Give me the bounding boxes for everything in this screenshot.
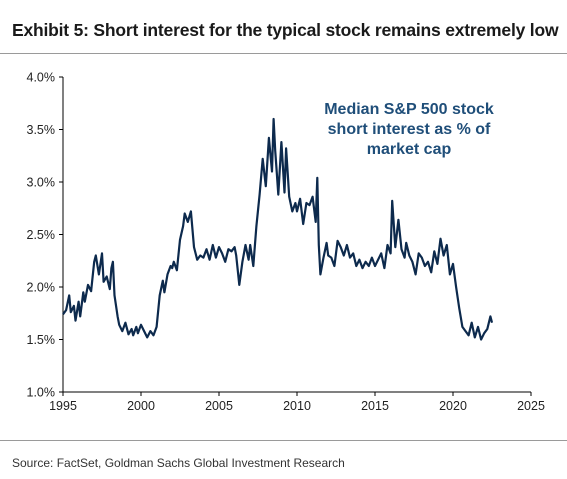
x-axis-labels: 1995 2000 2005 2010 2015 2020 2025 <box>49 399 545 413</box>
chart-ticks <box>59 76 532 396</box>
footer-divider <box>0 440 567 441</box>
source-note: Source: FactSet, Goldman Sachs Global In… <box>12 456 345 470</box>
annotation-line: Median S&P 500 stock <box>324 101 494 118</box>
chart-annotation: Median S&P 500 stock short interest as % … <box>324 101 494 158</box>
y-tick-label: 2.0% <box>27 281 56 295</box>
exhibit-title: Exhibit 5: Short interest for the typica… <box>12 20 559 40</box>
x-tick-label: 1995 <box>49 399 77 413</box>
x-tick-label: 2025 <box>517 399 545 413</box>
y-tick-label: 1.5% <box>27 333 56 347</box>
x-tick-label: 2020 <box>439 399 467 413</box>
y-axis-labels: 1.0% 1.5% 2.0% 2.5% 3.0% 3.5% 4.0% <box>27 71 56 400</box>
short-interest-series-line <box>62 117 494 341</box>
annotation-line: short interest as % of <box>328 121 491 138</box>
annotation-line: market cap <box>367 141 452 158</box>
x-tick-label: 2005 <box>205 399 233 413</box>
y-tick-label: 3.5% <box>27 123 56 137</box>
x-tick-label: 2010 <box>283 399 311 413</box>
title-divider <box>0 53 567 54</box>
y-tick-label: 3.0% <box>27 176 56 190</box>
y-tick-label: 4.0% <box>27 71 56 85</box>
y-tick-label: 2.5% <box>27 228 56 242</box>
y-tick-label: 1.0% <box>27 386 56 400</box>
x-tick-label: 2000 <box>127 399 155 413</box>
line-chart: 1.0% 1.5% 2.0% 2.5% 3.0% 3.5% 4.0% 1995 2000 200… <box>27 71 545 414</box>
x-tick-label: 2015 <box>361 399 389 413</box>
